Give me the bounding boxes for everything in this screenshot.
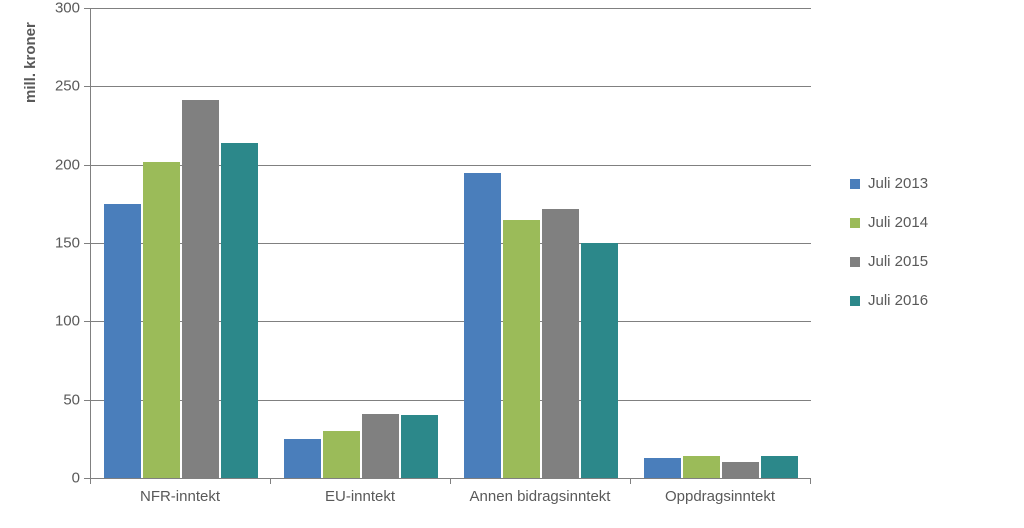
legend-swatch (850, 296, 860, 306)
legend-label: Juli 2015 (868, 253, 928, 270)
gridline (91, 86, 811, 87)
bar (464, 173, 501, 479)
legend-label: Juli 2016 (868, 292, 928, 309)
y-tick-mark (84, 165, 90, 166)
legend-swatch (850, 218, 860, 228)
x-tick-label: NFR-inntekt (140, 488, 220, 505)
bar (761, 456, 798, 478)
y-tick-mark (84, 321, 90, 322)
legend-item: Juli 2016 (850, 292, 928, 309)
y-tick-label: 50 (44, 391, 80, 408)
x-tick-label: EU-inntekt (325, 488, 395, 505)
x-tick-mark (450, 478, 451, 484)
bar (104, 204, 141, 478)
bar (581, 243, 618, 478)
y-tick-label: 0 (44, 470, 80, 487)
bar (503, 220, 540, 479)
y-tick-mark (84, 400, 90, 401)
y-axis-title: mill. kroner (22, 22, 39, 103)
y-tick-label: 250 (44, 78, 80, 95)
bar (542, 209, 579, 478)
bar (644, 458, 681, 478)
bar (323, 431, 360, 478)
y-tick-label: 150 (44, 235, 80, 252)
x-tick-mark (630, 478, 631, 484)
x-tick-label: Annen bidragsinntekt (470, 488, 611, 505)
gridline (91, 8, 811, 9)
y-tick-label: 100 (44, 313, 80, 330)
x-tick-mark (90, 478, 91, 484)
y-tick-mark (84, 86, 90, 87)
y-tick-label: 200 (44, 156, 80, 173)
y-tick-mark (84, 8, 90, 9)
chart-container: mill. kroner Juli 2013 Juli 2014 Juli 2015… (0, 0, 1024, 528)
bar (362, 414, 399, 478)
bar (284, 439, 321, 478)
x-tick-label: Oppdragsinntekt (665, 488, 775, 505)
legend-item: Juli 2015 (850, 253, 928, 270)
bar (401, 415, 438, 478)
y-tick-mark (84, 243, 90, 244)
x-tick-mark (810, 478, 811, 484)
y-tick-label: 300 (44, 0, 80, 17)
legend-label: Juli 2014 (868, 214, 928, 231)
legend-swatch (850, 179, 860, 189)
legend-swatch (850, 257, 860, 267)
bar (683, 456, 720, 478)
legend-item: Juli 2013 (850, 175, 928, 192)
legend: Juli 2013 Juli 2014 Juli 2015 Juli 2016 (850, 175, 928, 331)
x-tick-mark (270, 478, 271, 484)
bar (143, 162, 180, 478)
legend-label: Juli 2013 (868, 175, 928, 192)
bar (722, 462, 759, 478)
plot-area (90, 8, 811, 479)
bar (221, 143, 258, 478)
legend-item: Juli 2014 (850, 214, 928, 231)
bar (182, 100, 219, 478)
